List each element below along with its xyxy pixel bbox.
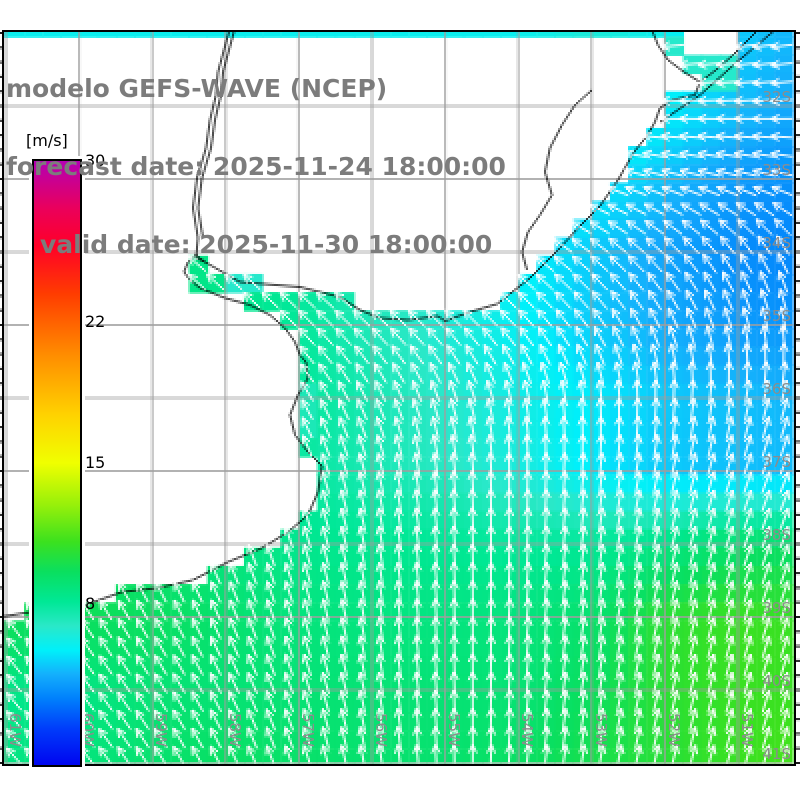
lat-axis-label-33S: 33S [762, 161, 791, 179]
lon-axis-label-54W: 54W [518, 713, 537, 747]
lon-axis-label-61W: 61W [6, 713, 24, 747]
lat-axis-label-37S: 37S [762, 453, 791, 471]
lon-axis-label-53W: 53W [591, 713, 610, 747]
lon-axis-label-57W: 57W [298, 713, 317, 747]
colorbar-gradient [34, 161, 80, 765]
lon-axis-label-55W: 55W [445, 713, 464, 747]
lon-axis-label-52W: 52W [664, 713, 683, 747]
model-title: modelo GEFS-WAVE (NCEP) [6, 74, 388, 103]
lat-axis-label-40S: 40S [762, 672, 791, 690]
colorbar-tick-label-30: 30 [85, 151, 106, 170]
colorbar [32, 159, 82, 767]
lat-axis-label-32S: 32S [762, 88, 791, 106]
lat-axis-label-39S: 39S [762, 599, 791, 617]
lat-axis-label-36S: 36S [762, 380, 791, 398]
lon-axis-label-51W: 51W [738, 713, 756, 747]
lon-axis-label-58W: 58W [225, 713, 244, 747]
lat-axis-label-35S: 35S [762, 307, 791, 325]
colorbar-unit-label: [m/s] [26, 131, 68, 150]
lon-axis-label-59W: 59W [152, 713, 171, 747]
valid-date-label: valid date: 2025-11-30 18:00:00 [40, 230, 493, 259]
lat-axis-label-34S: 34S [762, 234, 791, 252]
title-block: modelo GEFS-WAVE (NCEP) forecast date: 2… [6, 24, 506, 284]
colorbar-tick-label-22: 22 [85, 312, 106, 332]
forecast-date-label: forecast date: 2025-11-24 18:00:00 [6, 152, 506, 181]
lat-axis-label-38S: 38S [762, 526, 791, 544]
colorbar-tick-label-15: 15 [85, 453, 106, 472]
lon-axis-label-56W: 56W [372, 713, 390, 747]
colorbar-tick-label-8: 8 [85, 593, 96, 613]
lat-axis-label-41S: 41S [762, 745, 791, 763]
